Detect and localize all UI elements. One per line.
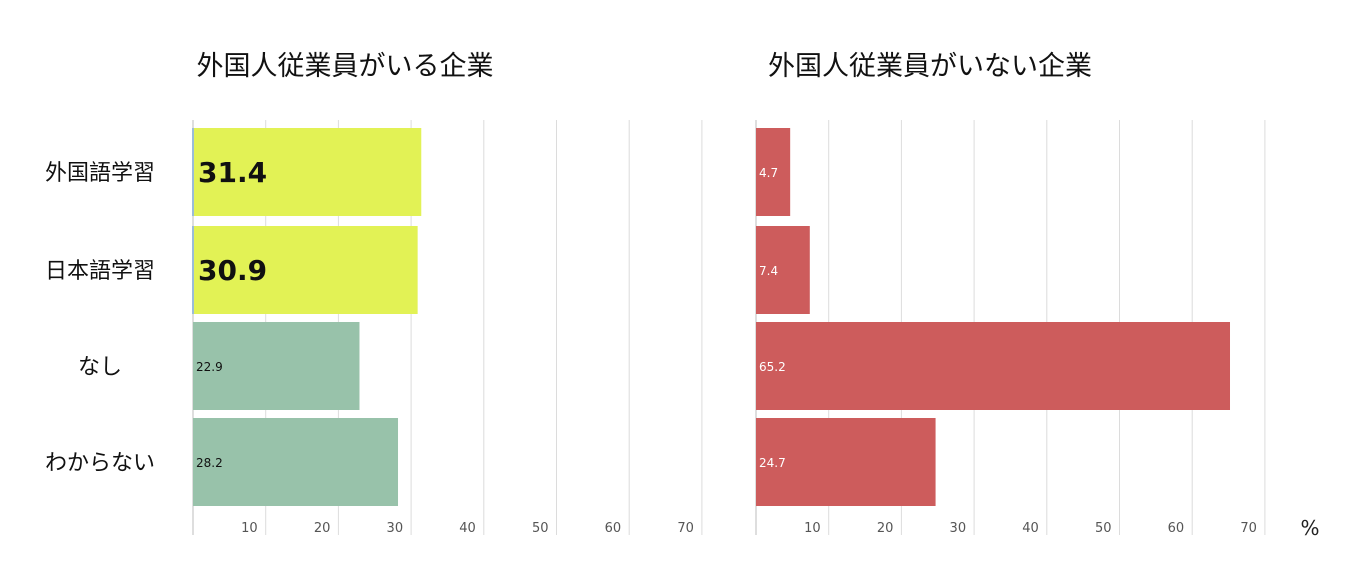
chart-panel-2: 外国人従業員がいない企業 10 20 30 40 50 60 70 4.7 7.4 65.2 24.7 bbox=[755, 51, 1266, 536]
data-label: 24.7 bbox=[759, 456, 786, 470]
x-tick-label: 40 bbox=[459, 521, 476, 536]
x-tick-label: 30 bbox=[950, 521, 967, 536]
bar bbox=[193, 418, 399, 506]
data-label: 30.9 bbox=[198, 254, 267, 287]
x-tick-label: 20 bbox=[314, 521, 331, 536]
bar bbox=[756, 226, 810, 314]
category-label: なし bbox=[78, 355, 122, 380]
bar-accent bbox=[192, 128, 194, 216]
x-tick-label: 50 bbox=[532, 521, 549, 536]
category-label: わからない bbox=[45, 451, 155, 476]
bar-accent bbox=[192, 226, 194, 314]
bar bbox=[756, 128, 791, 216]
data-label: 28.2 bbox=[196, 456, 223, 470]
category-label: 外国語学習 bbox=[45, 161, 155, 186]
chart-title-1: 外国人従業員がいる企業 bbox=[197, 51, 494, 82]
data-label: 7.4 bbox=[759, 264, 778, 278]
bar bbox=[756, 418, 936, 506]
x-tick-label: 50 bbox=[1095, 521, 1112, 536]
unit-label: % bbox=[1300, 516, 1319, 540]
chart-panel-1: 外国人従業員がいる企業 10 20 30 40 50 60 70 31.4 30.9 22.9 28.… bbox=[192, 51, 703, 536]
data-label: 31.4 bbox=[198, 156, 267, 189]
x-tick-label: 10 bbox=[804, 521, 821, 536]
category-label: 日本語学習 bbox=[45, 259, 155, 284]
x-tick-label: 60 bbox=[605, 521, 622, 536]
x-tick-label: 70 bbox=[1240, 521, 1257, 536]
x-tick-label: 60 bbox=[1168, 521, 1185, 536]
data-label: 4.7 bbox=[759, 166, 778, 180]
x-tick-label: 10 bbox=[241, 521, 258, 536]
bar bbox=[756, 322, 1231, 410]
chart-title-2: 外国人従業員がいない企業 bbox=[768, 51, 1092, 82]
x-tick-label: 40 bbox=[1022, 521, 1039, 536]
bar bbox=[193, 322, 360, 410]
x-tick-label: 30 bbox=[387, 521, 404, 536]
data-label: 65.2 bbox=[759, 360, 786, 374]
x-tick-label: 70 bbox=[677, 521, 694, 536]
bar bbox=[193, 226, 418, 314]
x-tick-label: 20 bbox=[877, 521, 894, 536]
data-label: 22.9 bbox=[196, 360, 223, 374]
bar bbox=[193, 128, 422, 216]
